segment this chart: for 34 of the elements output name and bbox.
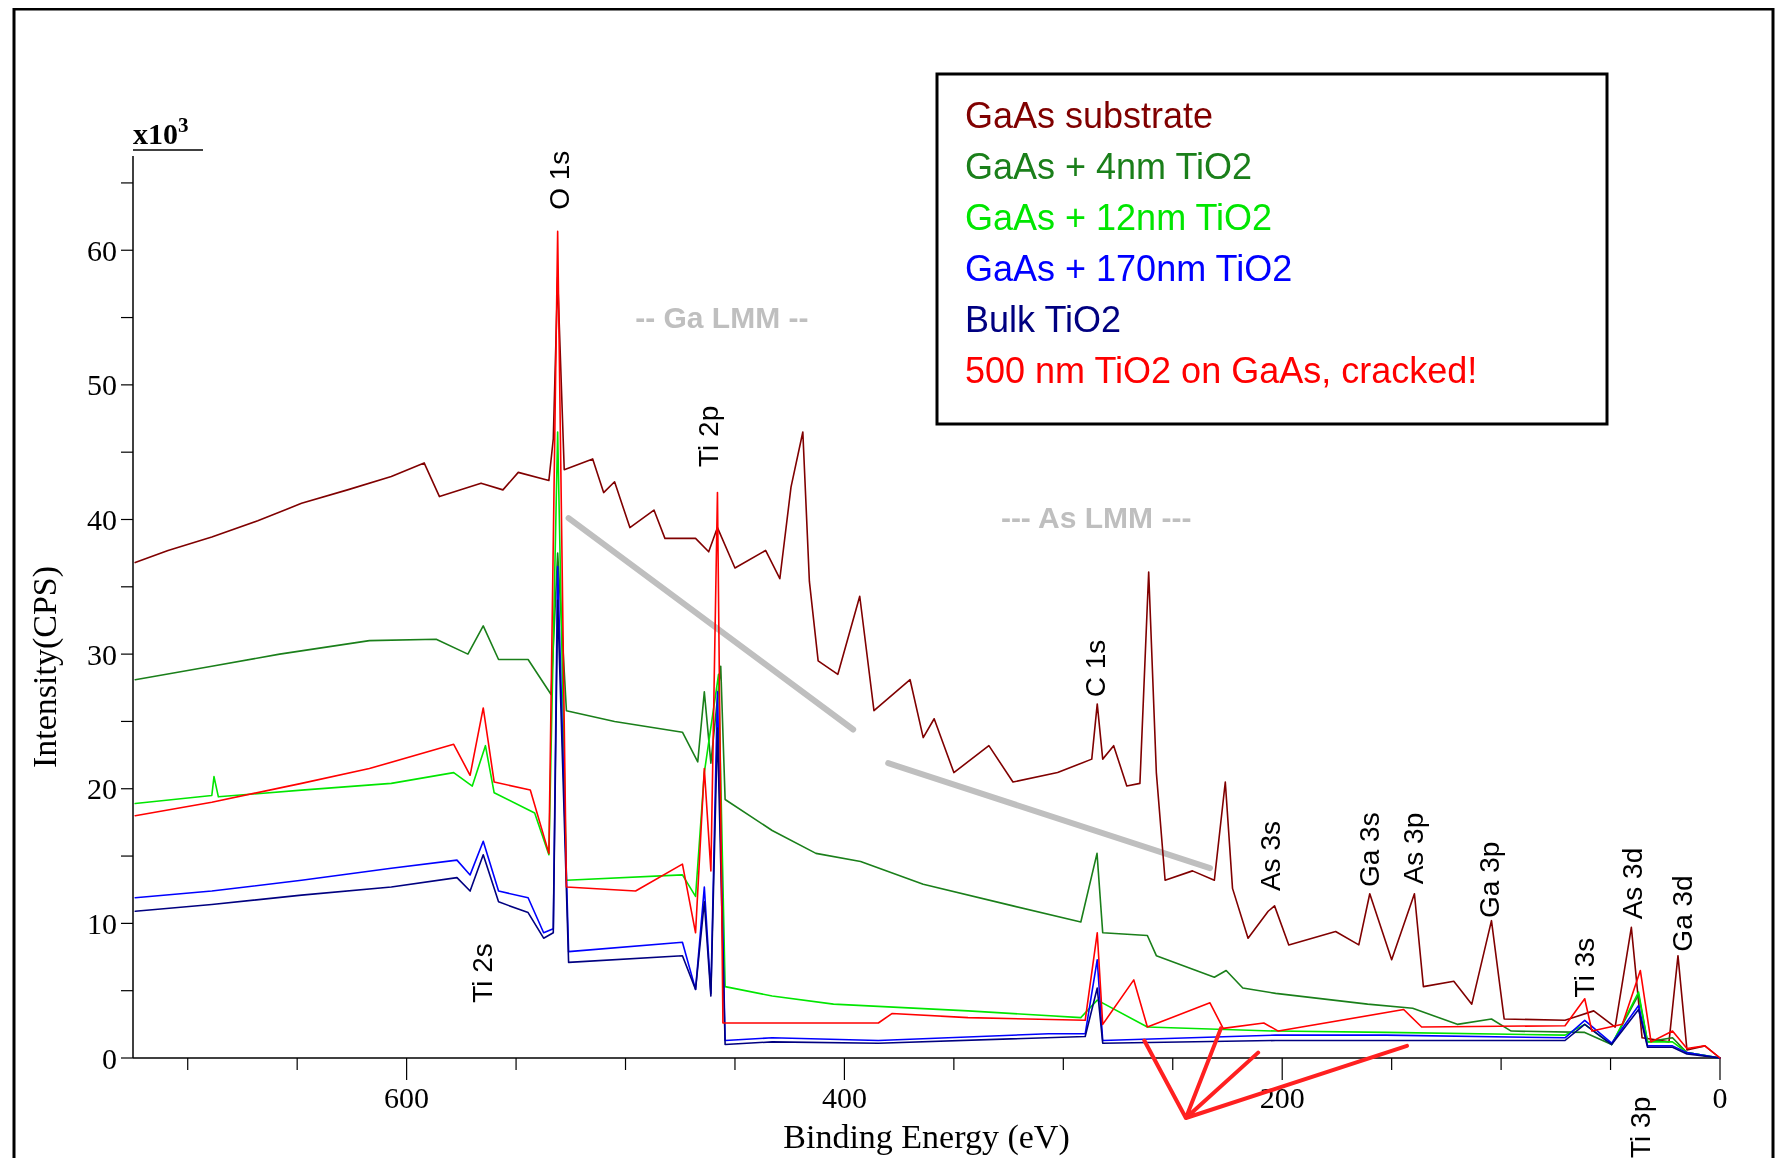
annotation: As 3s bbox=[1255, 821, 1287, 892]
x-axis-title: Binding Energy (eV) bbox=[783, 1118, 1070, 1156]
annotation: Ga 3s bbox=[1353, 812, 1385, 888]
y-axis-title: Intensity(CPS) bbox=[26, 565, 64, 769]
x-tick-label: 200 bbox=[1259, 1081, 1305, 1114]
text: Bulk TiO2 bbox=[965, 299, 1122, 340]
annotation: Ti 2s bbox=[467, 943, 499, 1003]
annotation: Ti 2p bbox=[692, 405, 724, 467]
y-tick-label: 40 bbox=[87, 502, 117, 536]
x-tick-label: 0 bbox=[1712, 1081, 1728, 1114]
y-tick-label: 60 bbox=[87, 233, 117, 267]
x-tick-label: 600 bbox=[384, 1081, 430, 1114]
text: GaAs + 4nm TiO2 bbox=[965, 146, 1253, 187]
text: 500 nm TiO2 on GaAs, cracked! bbox=[965, 350, 1478, 391]
text: x10$^{3}$ bbox=[133, 113, 189, 150]
y-tick-label: 10 bbox=[87, 906, 117, 940]
y-tick-label: 20 bbox=[87, 772, 117, 806]
y-tick-label: 0 bbox=[102, 1041, 117, 1075]
x-tick-label: 400 bbox=[821, 1081, 867, 1114]
text: Ti 3p bbox=[1625, 1096, 1657, 1158]
text: GaAs + 170nm TiO2 bbox=[965, 248, 1293, 289]
y-tick-label: 50 bbox=[87, 368, 117, 402]
text: GaAs + 12nm TiO2 bbox=[965, 197, 1273, 238]
annotation: C 1s bbox=[1079, 639, 1111, 698]
y-tick-label: 30 bbox=[87, 637, 117, 671]
annotation: As 3p bbox=[1398, 812, 1430, 885]
annotation: --- As LMM --- bbox=[1000, 500, 1192, 534]
annotation: Ga 3p bbox=[1473, 841, 1505, 918]
annotation: Ga 3d bbox=[1666, 875, 1698, 952]
annotation: Ti 3s bbox=[1568, 937, 1600, 998]
annotation: O 1s bbox=[543, 150, 575, 210]
annotation: -- Ga LMM -- bbox=[635, 301, 809, 335]
annotation: As 3d bbox=[1617, 847, 1649, 920]
text: GaAs substrate bbox=[965, 95, 1214, 136]
